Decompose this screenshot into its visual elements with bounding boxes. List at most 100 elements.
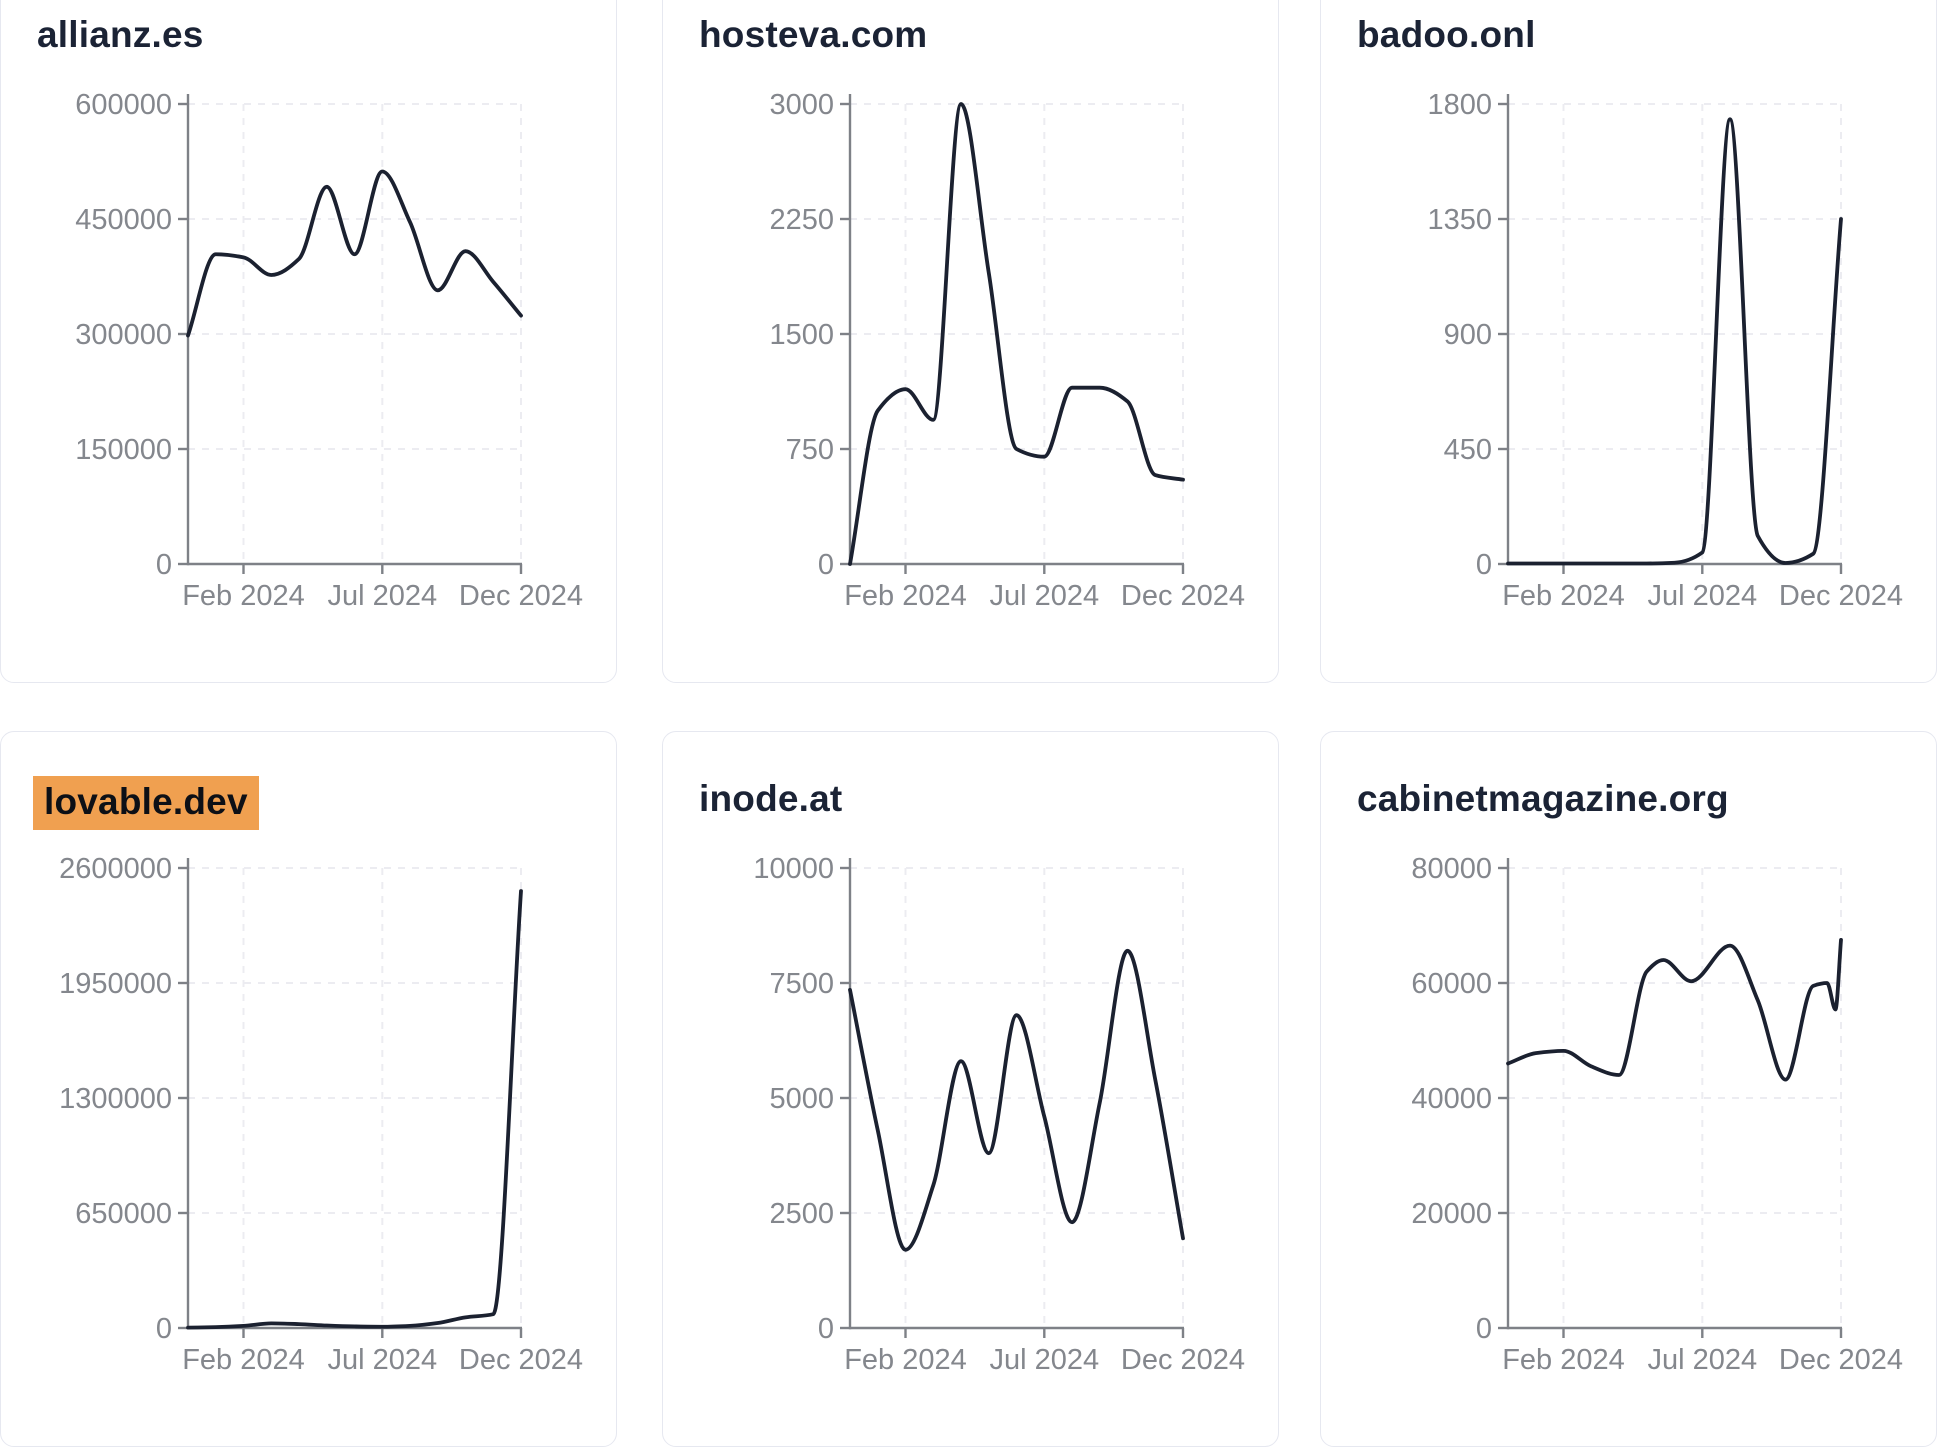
y-axis-labels: 0 150000 300000 450000 600000 bbox=[75, 89, 172, 581]
x-tick-label: Dec 2024 bbox=[459, 580, 583, 612]
y-tick-label: 600000 bbox=[75, 89, 172, 121]
data-line bbox=[848, 102, 1185, 566]
x-tick-label: Feb 2024 bbox=[182, 1344, 305, 1376]
traffic-line-chart: 0 450 900 1350 1800 Feb 2024 Jul 2024 Dec 2024 bbox=[1427, 89, 1903, 612]
x-tick-label: Dec 2024 bbox=[1121, 580, 1245, 612]
x-tick-label: Jul 2024 bbox=[1647, 580, 1757, 612]
gridlines bbox=[1508, 103, 1842, 564]
gridlines bbox=[188, 103, 522, 564]
domain-title-text: cabinetmagazine.org bbox=[1357, 778, 1729, 819]
x-tick-label: Dec 2024 bbox=[1779, 1344, 1903, 1376]
x-tick-label: Feb 2024 bbox=[844, 1344, 967, 1376]
domain-title: hosteva.com bbox=[699, 12, 927, 58]
axes bbox=[840, 94, 1185, 574]
y-tick-label: 20000 bbox=[1411, 1198, 1492, 1230]
y-axis-labels: 0 750 1500 2250 3000 bbox=[769, 89, 834, 581]
y-axis-labels: 0 20000 40000 60000 80000 bbox=[1411, 853, 1492, 1345]
x-tick-label: Jul 2024 bbox=[1647, 1344, 1757, 1376]
data-line bbox=[1506, 937, 1843, 1082]
y-tick-label: 750 bbox=[786, 434, 834, 466]
y-tick-label: 80000 bbox=[1411, 853, 1492, 885]
y-tick-label: 0 bbox=[1476, 1313, 1492, 1345]
data-line bbox=[186, 169, 523, 338]
data-line bbox=[848, 948, 1185, 1252]
y-tick-label: 450 bbox=[1444, 434, 1492, 466]
y-axis-labels: 0 450 900 1350 1800 bbox=[1427, 89, 1492, 581]
domain-title: cabinetmagazine.org bbox=[1357, 776, 1729, 822]
x-axis-labels: Feb 2024 Jul 2024 Dec 2024 bbox=[1502, 580, 1903, 612]
y-tick-label: 450000 bbox=[75, 204, 172, 236]
gridlines bbox=[1508, 867, 1842, 1328]
domain-card-cabinetmagazine: cabinetmagazine.org 0 20000 40000 60000 8000… bbox=[1320, 731, 1937, 1447]
y-axis-labels: 0 650000 1300000 1950000 2600000 bbox=[59, 853, 172, 1345]
y-tick-label: 40000 bbox=[1411, 1083, 1492, 1115]
y-tick-label: 5000 bbox=[769, 1083, 834, 1115]
y-tick-label: 2500 bbox=[769, 1198, 834, 1230]
data-line bbox=[1506, 117, 1843, 566]
gridlines bbox=[188, 867, 522, 1328]
y-tick-label: 300000 bbox=[75, 319, 172, 351]
y-tick-label: 1500 bbox=[769, 319, 834, 351]
domain-title-text-highlighted: lovable.dev bbox=[33, 776, 259, 830]
domain-title-text: inode.at bbox=[699, 778, 843, 819]
domain-card-inode: inode.at 0 2500 5000 7500 10000 Feb 2024 Jul 2… bbox=[662, 731, 1279, 1447]
x-axis-labels: Feb 2024 Jul 2024 Dec 2024 bbox=[182, 1344, 583, 1376]
x-tick-label: Jul 2024 bbox=[327, 580, 437, 612]
y-tick-label: 0 bbox=[818, 549, 834, 581]
domain-title-text: allianz.es bbox=[37, 14, 204, 55]
x-axis-labels: Feb 2024 Jul 2024 Dec 2024 bbox=[182, 580, 583, 612]
y-tick-label: 2250 bbox=[769, 204, 834, 236]
x-axis-labels: Feb 2024 Jul 2024 Dec 2024 bbox=[1502, 1344, 1903, 1376]
domain-card-lovable: lovable.dev 0 650000 1300000 1950000 2600000… bbox=[0, 731, 617, 1447]
y-tick-label: 0 bbox=[156, 549, 172, 581]
y-tick-label: 2600000 bbox=[59, 853, 172, 885]
y-tick-label: 1950000 bbox=[59, 968, 172, 1000]
y-tick-label: 1800 bbox=[1427, 89, 1492, 121]
domain-title-text: hosteva.com bbox=[699, 14, 928, 55]
x-axis-labels: Feb 2024 Jul 2024 Dec 2024 bbox=[844, 1344, 1245, 1376]
domain-title-text: badoo.onl bbox=[1357, 14, 1536, 55]
y-tick-label: 0 bbox=[156, 1313, 172, 1345]
y-tick-label: 10000 bbox=[753, 853, 834, 885]
gridlines bbox=[850, 103, 1184, 564]
x-tick-label: Jul 2024 bbox=[989, 1344, 1099, 1376]
data-line bbox=[186, 889, 523, 1330]
x-tick-label: Feb 2024 bbox=[844, 580, 967, 612]
x-tick-label: Feb 2024 bbox=[1502, 1344, 1625, 1376]
x-tick-label: Feb 2024 bbox=[1502, 580, 1625, 612]
traffic-line-chart: 0 750 1500 2250 3000 Feb 2024 Jul 2024 Dec 2024 bbox=[769, 89, 1245, 612]
gridlines bbox=[850, 867, 1184, 1328]
x-tick-label: Dec 2024 bbox=[459, 1344, 583, 1376]
domain-title: badoo.onl bbox=[1357, 12, 1536, 58]
y-tick-label: 0 bbox=[818, 1313, 834, 1345]
traffic-line-chart: 0 20000 40000 60000 80000 Feb 2024 Jul 2024 Dec… bbox=[1411, 853, 1903, 1376]
domain-title: inode.at bbox=[699, 776, 842, 822]
y-tick-label: 3000 bbox=[769, 89, 834, 121]
y-tick-label: 7500 bbox=[769, 968, 834, 1000]
domain-card-allianz: allianz.es 0 150000 300000 450000 600000 Feb … bbox=[0, 0, 617, 683]
y-tick-label: 650000 bbox=[75, 1198, 172, 1230]
y-tick-label: 150000 bbox=[75, 434, 172, 466]
domain-card-hosteva: hosteva.com 0 750 1500 2250 3000 Feb 2024 Jul … bbox=[662, 0, 1279, 683]
traffic-line-chart: 0 2500 5000 7500 10000 Feb 2024 Jul 2024 Dec 20… bbox=[753, 853, 1245, 1376]
x-axis-labels: Feb 2024 Jul 2024 Dec 2024 bbox=[844, 580, 1245, 612]
x-tick-label: Dec 2024 bbox=[1779, 580, 1903, 612]
y-tick-label: 0 bbox=[1476, 549, 1492, 581]
traffic-line-chart: 0 150000 300000 450000 600000 Feb 2024 Jul 202… bbox=[75, 89, 583, 612]
axes bbox=[840, 858, 1185, 1338]
x-tick-label: Feb 2024 bbox=[182, 580, 305, 612]
y-tick-label: 900 bbox=[1444, 319, 1492, 351]
y-tick-label: 1300000 bbox=[59, 1083, 172, 1115]
traffic-line-chart: 0 650000 1300000 1950000 2600000 Feb 2024 Jul … bbox=[59, 853, 583, 1376]
y-tick-label: 1350 bbox=[1427, 204, 1492, 236]
domain-title: allianz.es bbox=[37, 12, 204, 58]
x-tick-label: Dec 2024 bbox=[1121, 1344, 1245, 1376]
domain-title: lovable.dev bbox=[33, 776, 259, 830]
y-axis-labels: 0 2500 5000 7500 10000 bbox=[753, 853, 834, 1345]
x-tick-label: Jul 2024 bbox=[327, 1344, 437, 1376]
x-tick-label: Jul 2024 bbox=[989, 580, 1099, 612]
domain-card-badoo: badoo.onl 0 450 900 1350 1800 Feb 2024 Jul 202… bbox=[1320, 0, 1937, 683]
axes bbox=[1498, 858, 1843, 1338]
y-tick-label: 60000 bbox=[1411, 968, 1492, 1000]
